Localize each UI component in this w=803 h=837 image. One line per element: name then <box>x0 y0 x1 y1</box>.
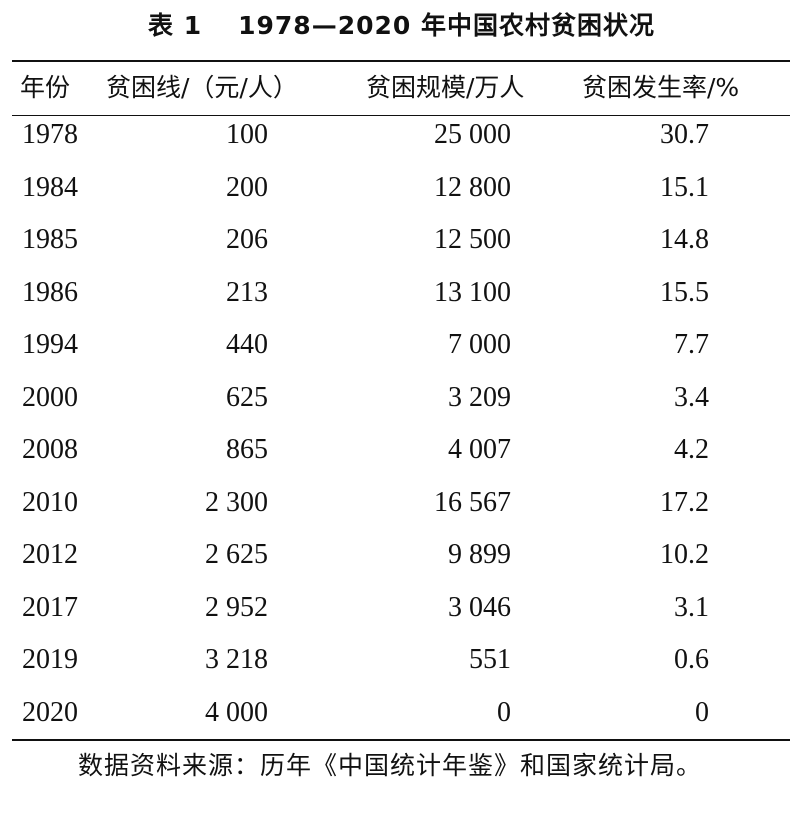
cell-year: 1978 <box>22 119 78 150</box>
cell-year: 1984 <box>22 171 78 203</box>
cell-poverty-line: 440 <box>226 329 268 360</box>
cell-poverty-line: 2 300 <box>205 486 268 518</box>
cell-poverty-rate: 0 <box>695 696 709 728</box>
header-poverty-line: 贫困线/（元/人） <box>106 73 298 102</box>
cell-poverty-rate: 15.1 <box>660 171 709 203</box>
table-row: 1985 206 12 500 14.8 <box>0 214 803 267</box>
table-row: 2017 2 952 3 046 3.1 <box>0 582 803 635</box>
cell-poverty-scale: 3 046 <box>448 591 511 623</box>
cell-poverty-scale: 3 209 <box>448 381 511 413</box>
cell-year: 2000 <box>22 381 78 413</box>
cell-year: 2008 <box>22 434 78 465</box>
cell-year: 2010 <box>22 486 78 518</box>
cell-year: 1985 <box>22 224 78 255</box>
cell-year: 2017 <box>22 591 78 623</box>
cell-poverty-line: 3 218 <box>205 644 268 675</box>
header-year: 年份 <box>20 73 71 102</box>
cell-poverty-line: 625 <box>226 381 268 413</box>
table-row: 2000 625 3 209 3.4 <box>0 372 803 425</box>
cell-poverty-scale: 4 007 <box>448 434 511 465</box>
source-note: 数据资料来源：历年《中国统计年鉴》和国家统计局。 <box>78 751 703 780</box>
table-row: 2019 3 218 551 0.6 <box>0 634 803 687</box>
cell-poverty-line: 200 <box>226 171 268 203</box>
cell-poverty-scale: 16 567 <box>434 486 511 518</box>
table-title: 表 1 1978—2020 年中国农村贫困状况 <box>0 10 803 42</box>
cell-poverty-scale: 9 899 <box>448 539 511 570</box>
cell-year: 1986 <box>22 276 78 308</box>
table-top-rule <box>12 60 790 62</box>
cell-poverty-line: 2 952 <box>205 591 268 623</box>
cell-year: 2020 <box>22 696 78 728</box>
table-row: 2010 2 300 16 567 17.2 <box>0 477 803 530</box>
table-bottom-rule <box>12 739 790 741</box>
cell-poverty-scale: 0 <box>497 696 511 728</box>
cell-poverty-rate: 10.2 <box>660 539 709 570</box>
table-row: 2008 865 4 007 4.2 <box>0 424 803 477</box>
cell-poverty-line: 865 <box>226 434 268 465</box>
table-title-text: 1978—2020 年中国农村贫困状况 <box>238 11 655 40</box>
header-poverty-scale: 贫困规模/万人 <box>366 73 525 102</box>
cell-poverty-rate: 17.2 <box>660 486 709 518</box>
cell-poverty-rate: 4.2 <box>674 434 709 465</box>
cell-poverty-scale: 25 000 <box>434 119 511 150</box>
cell-poverty-line: 213 <box>226 276 268 308</box>
table-row: 1978 100 25 000 30.7 <box>0 109 803 162</box>
cell-year: 1994 <box>22 329 78 360</box>
cell-poverty-scale: 12 800 <box>434 171 511 203</box>
cell-poverty-rate: 7.7 <box>674 329 709 360</box>
cell-poverty-scale: 12 500 <box>434 224 511 255</box>
cell-poverty-rate: 0.6 <box>674 644 709 675</box>
cell-poverty-rate: 15.5 <box>660 276 709 308</box>
table-row: 1986 213 13 100 15.5 <box>0 267 803 320</box>
cell-poverty-rate: 30.7 <box>660 119 709 150</box>
table-row: 1984 200 12 800 15.1 <box>0 162 803 215</box>
cell-poverty-scale: 7 000 <box>448 329 511 360</box>
cell-poverty-line: 100 <box>226 119 268 150</box>
cell-poverty-line: 2 625 <box>205 539 268 570</box>
cell-year: 2012 <box>22 539 78 570</box>
header-poverty-rate: 贫困发生率/% <box>582 73 740 102</box>
cell-poverty-rate: 3.1 <box>674 591 709 623</box>
cell-poverty-scale: 13 100 <box>434 276 511 308</box>
cell-poverty-rate: 3.4 <box>674 381 709 413</box>
cell-poverty-line: 4 000 <box>205 696 268 728</box>
table-body: 1978 100 25 000 30.7 1984 200 12 800 15.… <box>0 109 803 739</box>
table-row: 1994 440 7 000 7.7 <box>0 319 803 372</box>
table-number: 表 1 <box>148 11 203 40</box>
table-header-row: 年份 贫困线/（元/人） 贫困规模/万人 贫困发生率/% <box>0 66 803 110</box>
cell-poverty-line: 206 <box>226 224 268 255</box>
cell-year: 2019 <box>22 644 78 675</box>
table-row: 2020 4 000 0 0 <box>0 687 803 740</box>
cell-poverty-rate: 14.8 <box>660 224 709 255</box>
table-row: 2012 2 625 9 899 10.2 <box>0 529 803 582</box>
table-header-rule <box>12 115 790 116</box>
cell-poverty-scale: 551 <box>469 644 511 675</box>
